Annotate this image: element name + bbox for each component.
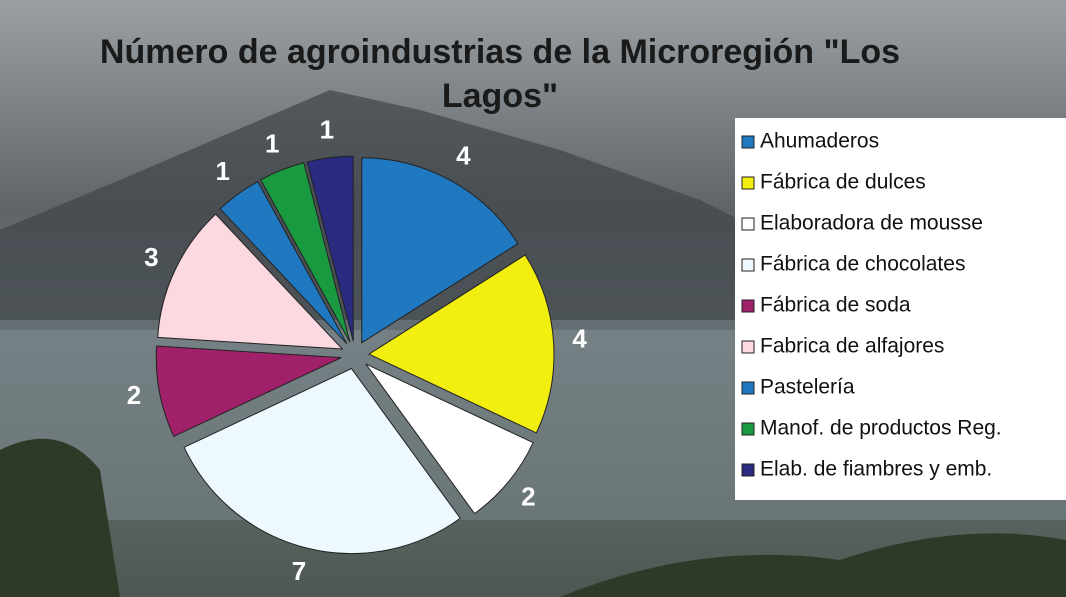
- value-label: 1: [216, 156, 230, 186]
- value-label: 1: [320, 115, 334, 145]
- legend-swatch: [742, 300, 754, 312]
- legend-label: Fábrica de dulces: [760, 171, 926, 194]
- chart: 4 4 2 7 2 3 1 1 1 Ahumaderos Fábrica de dulces Elab…: [0, 0, 1066, 597]
- value-label: 1: [265, 129, 279, 159]
- legend-label: Manof. de productos Reg.: [760, 417, 1002, 440]
- chart-title: Número de agroindustrias de la Microregi…: [70, 30, 930, 118]
- legend-swatch: [742, 464, 754, 476]
- value-label: 4: [572, 324, 587, 354]
- legend-label: Ahumaderos: [760, 130, 879, 153]
- legend-label: Fábrica de soda: [760, 294, 911, 317]
- legend-label: Fabrica de alfajores: [760, 335, 944, 358]
- value-label: 4: [456, 141, 471, 171]
- value-label: 7: [292, 556, 306, 586]
- legend-label: Fábrica de chocolates: [760, 253, 965, 276]
- value-label: 3: [144, 242, 158, 272]
- legend-label: Elab. de fiambres y emb.: [760, 458, 992, 481]
- legend-swatch: [742, 382, 754, 394]
- legend-swatch: [742, 136, 754, 148]
- value-label: 2: [521, 481, 535, 511]
- legend-swatch: [742, 341, 754, 353]
- legend-swatch: [742, 177, 754, 189]
- legend-swatch: [742, 423, 754, 435]
- legend-label: Pastelería: [760, 376, 855, 399]
- legend-label: Elaboradora de mousse: [760, 212, 983, 235]
- legend-swatch: [742, 259, 754, 271]
- legend-swatch: [742, 218, 754, 230]
- value-label: 2: [127, 380, 141, 410]
